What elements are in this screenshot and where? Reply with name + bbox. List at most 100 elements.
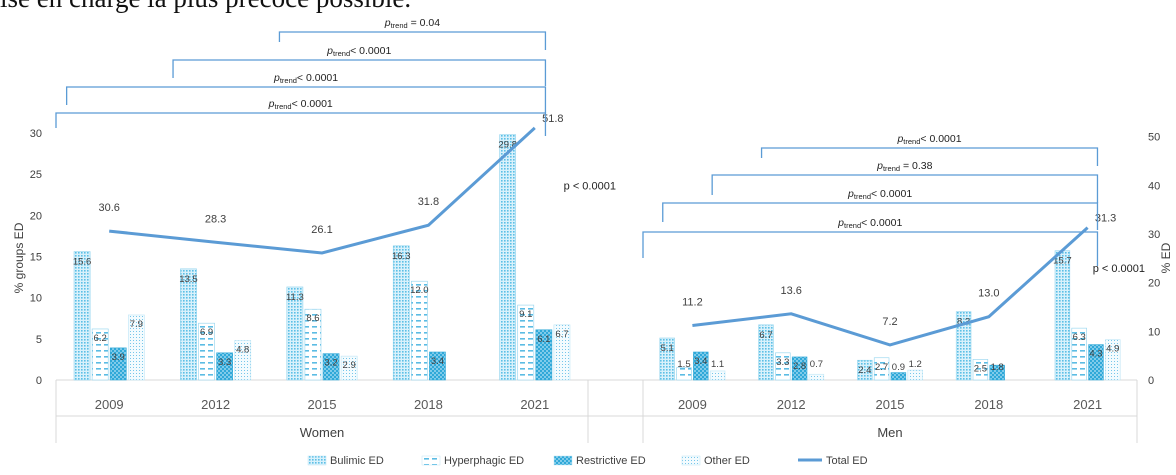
p-value-label: p < 0.0001 [1093,263,1145,275]
y-left-tick-label: 30 [30,128,42,140]
y-right-tick-label: 0 [1148,375,1154,387]
y-right-tick-label: 10 [1148,326,1160,338]
x-tick-label: 2012 [201,397,230,412]
x-tick-label: 2015 [308,397,337,412]
y-left-tick-label: 25 [30,169,42,181]
bar-data-label: 3.9 [112,352,125,363]
p-trend-label: ptrend< 0.0001 [847,188,912,201]
total-ed-value-label: 26.1 [311,224,332,236]
legend-swatch [422,456,440,465]
bar-data-label: 2.4 [858,365,871,376]
bar-data-label: 15.6 [73,257,92,268]
p-trend-label: ptrend< 0.0001 [837,217,902,230]
bar-data-label: 6.3 [1073,332,1086,343]
x-tick-label: 2012 [777,397,806,412]
bar-data-label: 12.0 [410,285,429,296]
p-trend-label: ptrend< 0.0001 [268,98,333,111]
x-tick-label: 2021 [520,397,549,412]
bar-data-label: 2.7 [875,362,888,373]
bar-other-ed [809,374,824,380]
p-trend-label: ptrend< 0.0001 [896,133,961,146]
legend-swatch [308,456,326,465]
p-trend-label: ptrend = 0.38 [876,160,933,173]
p-trend-label: ptrend = 0.04 [384,17,441,30]
bar-data-label: 4.8 [236,344,249,355]
bar-data-label: 6.7 [759,330,772,341]
total-ed-value-label: 13.6 [780,285,801,297]
y-right-tick-label: 40 [1148,180,1160,192]
y-right-tick-label: 50 [1148,132,1160,144]
p-trend-bracket [279,32,545,50]
background-text: ise en charge la plus précoce possible. [0,0,411,14]
bar-data-label: 1.5 [677,359,690,370]
bar-data-label: 13.5 [179,274,198,285]
bar-data-label: 0.9 [892,362,905,373]
bar-bulimic-ed [500,135,516,380]
bar-data-label: 2.9 [343,360,356,371]
bar-data-label: 1.2 [909,359,922,370]
legend-swatch [554,456,572,465]
bar-data-label: 2.8 [793,361,806,372]
p-trend-label: ptrend< 0.0001 [326,45,391,58]
bar-data-label: 4.9 [1106,344,1119,355]
legend-label: Hyperphagic ED [444,455,524,467]
bar-data-label: 7.9 [130,319,143,330]
x-tick-label: 2018 [974,397,1003,412]
bar-restrictive-ed [891,373,906,380]
bar-data-label: 2.5 [974,363,987,374]
total-ed-value-label: 28.3 [205,213,226,225]
y-left-tick-label: 15 [30,252,42,264]
legend-label: Bulimic ED [330,455,384,467]
bar-data-label: 1.1 [711,359,724,370]
bar-bulimic-ed [393,246,409,380]
x-tick-label: 2009 [678,397,707,412]
p-trend-label: ptrend< 0.0001 [273,72,338,85]
bar-bulimic-ed [180,269,196,380]
y-right-tick-label: 20 [1148,278,1160,290]
bar-data-label: 6.2 [94,333,107,344]
bar-data-label: 9.1 [519,309,532,320]
group-label: Men [877,425,902,440]
bar-other-ed [908,370,923,380]
p-trend-bracket [56,113,545,136]
legend-label: Total ED [826,455,868,467]
bar-data-label: 0.7 [810,359,823,370]
total-ed-value-label: 30.6 [98,202,119,214]
total-ed-value-label: 13.0 [978,288,999,300]
y-left-tick-label: 10 [30,293,42,305]
bar-data-label: 6.7 [555,329,568,340]
bar-data-label: 6.9 [200,327,213,338]
total-ed-value-label: 7.2 [882,316,897,328]
x-tick-label: 2009 [95,397,124,412]
p-trend-bracket [173,60,545,86]
y-left-axis-label: % groups ED [12,222,26,293]
y-left-tick-label: 5 [36,334,42,346]
bar-data-label: 16.3 [392,251,411,262]
bar-data-label: 3.4 [431,356,444,367]
bar-data-label: 5.1 [661,343,674,354]
x-tick-label: 2018 [414,397,443,412]
y-right-tick-label: 30 [1148,229,1160,241]
bar-data-label: 6.1 [537,334,550,345]
x-tick-label: 2015 [876,397,905,412]
group-label: Women [300,425,345,440]
legend-label: Other ED [704,455,750,467]
bar-other-ed [710,371,725,380]
total-ed-value-label: 31.8 [418,196,439,208]
y-left-tick-label: 0 [36,375,42,387]
bar-bulimic-ed [1055,251,1070,380]
bar-data-label: 4.3 [1089,349,1102,360]
legend-label: Restrictive ED [576,455,646,467]
bar-data-label: 3.3 [218,357,231,368]
y-left-tick-label: 20 [30,210,42,222]
p-trend-bracket [643,232,1097,266]
x-tick-label: 2021 [1073,397,1102,412]
bar-bulimic-ed [74,252,90,380]
bar-data-label: 3.4 [694,356,707,367]
bar-data-label: 3.2 [324,358,337,369]
bar-data-label: 1.8 [991,362,1004,373]
legend-swatch [682,456,700,465]
bar-data-label: 8.6 [306,313,319,324]
